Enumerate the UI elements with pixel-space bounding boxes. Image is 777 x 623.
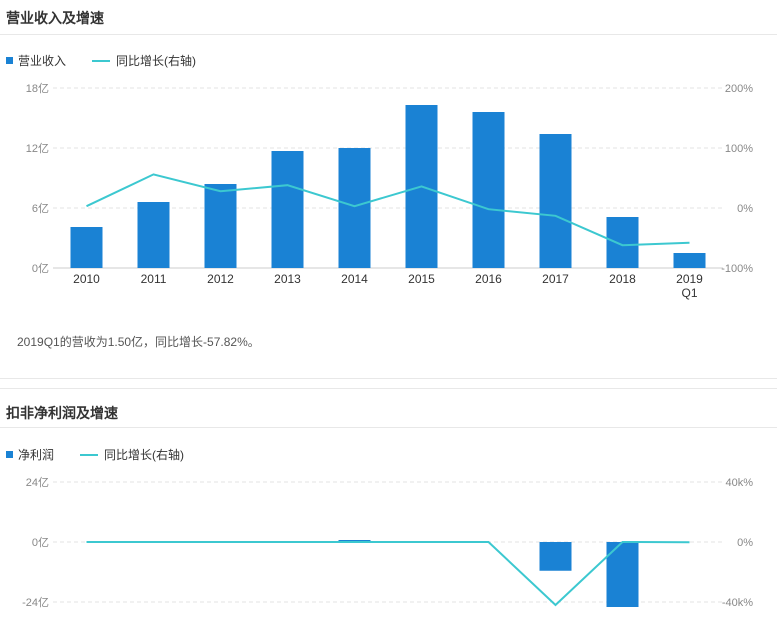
y-right-tick-label: -100% [721, 263, 753, 275]
bar [673, 253, 706, 268]
y-right-tick-label: -40k% [722, 597, 753, 609]
section-divider [0, 378, 777, 379]
profit-legend: 净利润 同比增长(右轴) [6, 446, 184, 463]
y-right-tick-label: 0% [737, 203, 753, 215]
divider [0, 34, 777, 35]
y-left-tick-label: 18亿 [26, 82, 49, 95]
bar [204, 184, 237, 268]
x-tick-label: 2015 [408, 272, 435, 286]
section-divider [0, 388, 777, 389]
y-left-tick-label: 0亿 [32, 262, 49, 275]
divider [0, 427, 777, 428]
revenue-chart: 0亿 -100% 6亿 0% 12亿 100% 18亿 200% 2010 2011 2012 201… [26, 82, 753, 300]
bar [539, 134, 572, 268]
y-right-tick-label: 0% [737, 537, 753, 549]
growth-line [86, 540, 690, 607]
x-tick-label: 2018 [609, 272, 636, 286]
x-tick-label: 2016 [475, 272, 502, 286]
y-left-tick-label: 0亿 [32, 536, 49, 549]
legend-bar-label[interactable]: 营业收入 [18, 54, 67, 68]
legend-bar-swatch [6, 451, 13, 458]
revenue-section-title: 营业收入及增速 [6, 10, 104, 26]
revenue-legend: 营业收入 同比增长(右轴) [6, 52, 196, 69]
profit-section-title: 扣非净利润及增速 [6, 405, 118, 421]
legend-bar-swatch [6, 57, 13, 64]
revenue-note: 2019Q1的营收为1.50亿，同比增长-57.82%。 [17, 335, 260, 349]
bar [606, 217, 639, 268]
x-tick-label: 2012 [207, 272, 234, 286]
y-right-tick-label: 100% [725, 143, 753, 155]
y-left-tick-label: 6亿 [32, 202, 49, 215]
profit-chart: -24亿 -40k% 0亿 0% 24亿 40k% [22, 476, 753, 609]
y-right-tick-label: 200% [725, 83, 753, 95]
x-tick-label: 2017 [542, 272, 569, 286]
legend-line-label[interactable]: 同比增长(右轴) [104, 448, 185, 462]
y-left-tick-label: 12亿 [26, 142, 49, 155]
y-left-tick-label: 24亿 [26, 476, 49, 489]
growth-line [86, 173, 690, 247]
x-tick-label: Q1 [681, 286, 697, 300]
bar [137, 202, 170, 268]
y-left-tick-label: -24亿 [22, 596, 49, 609]
legend-bar-label[interactable]: 净利润 [18, 448, 55, 462]
bar [70, 227, 103, 268]
x-tick-label: 2010 [73, 272, 100, 286]
y-right-tick-label: 40k% [725, 477, 753, 489]
legend-line-swatch [92, 59, 111, 62]
legend-line-label[interactable]: 同比增长(右轴) [116, 54, 197, 68]
bar [338, 148, 371, 268]
bar [271, 151, 304, 268]
legend-line-swatch [80, 453, 99, 456]
bar [472, 112, 505, 268]
x-tick-label: 2011 [141, 272, 167, 286]
x-tick-label: 2019 [676, 272, 703, 286]
bar [539, 542, 572, 571]
x-tick-label: 2013 [274, 272, 301, 286]
x-tick-label: 2014 [341, 272, 368, 286]
